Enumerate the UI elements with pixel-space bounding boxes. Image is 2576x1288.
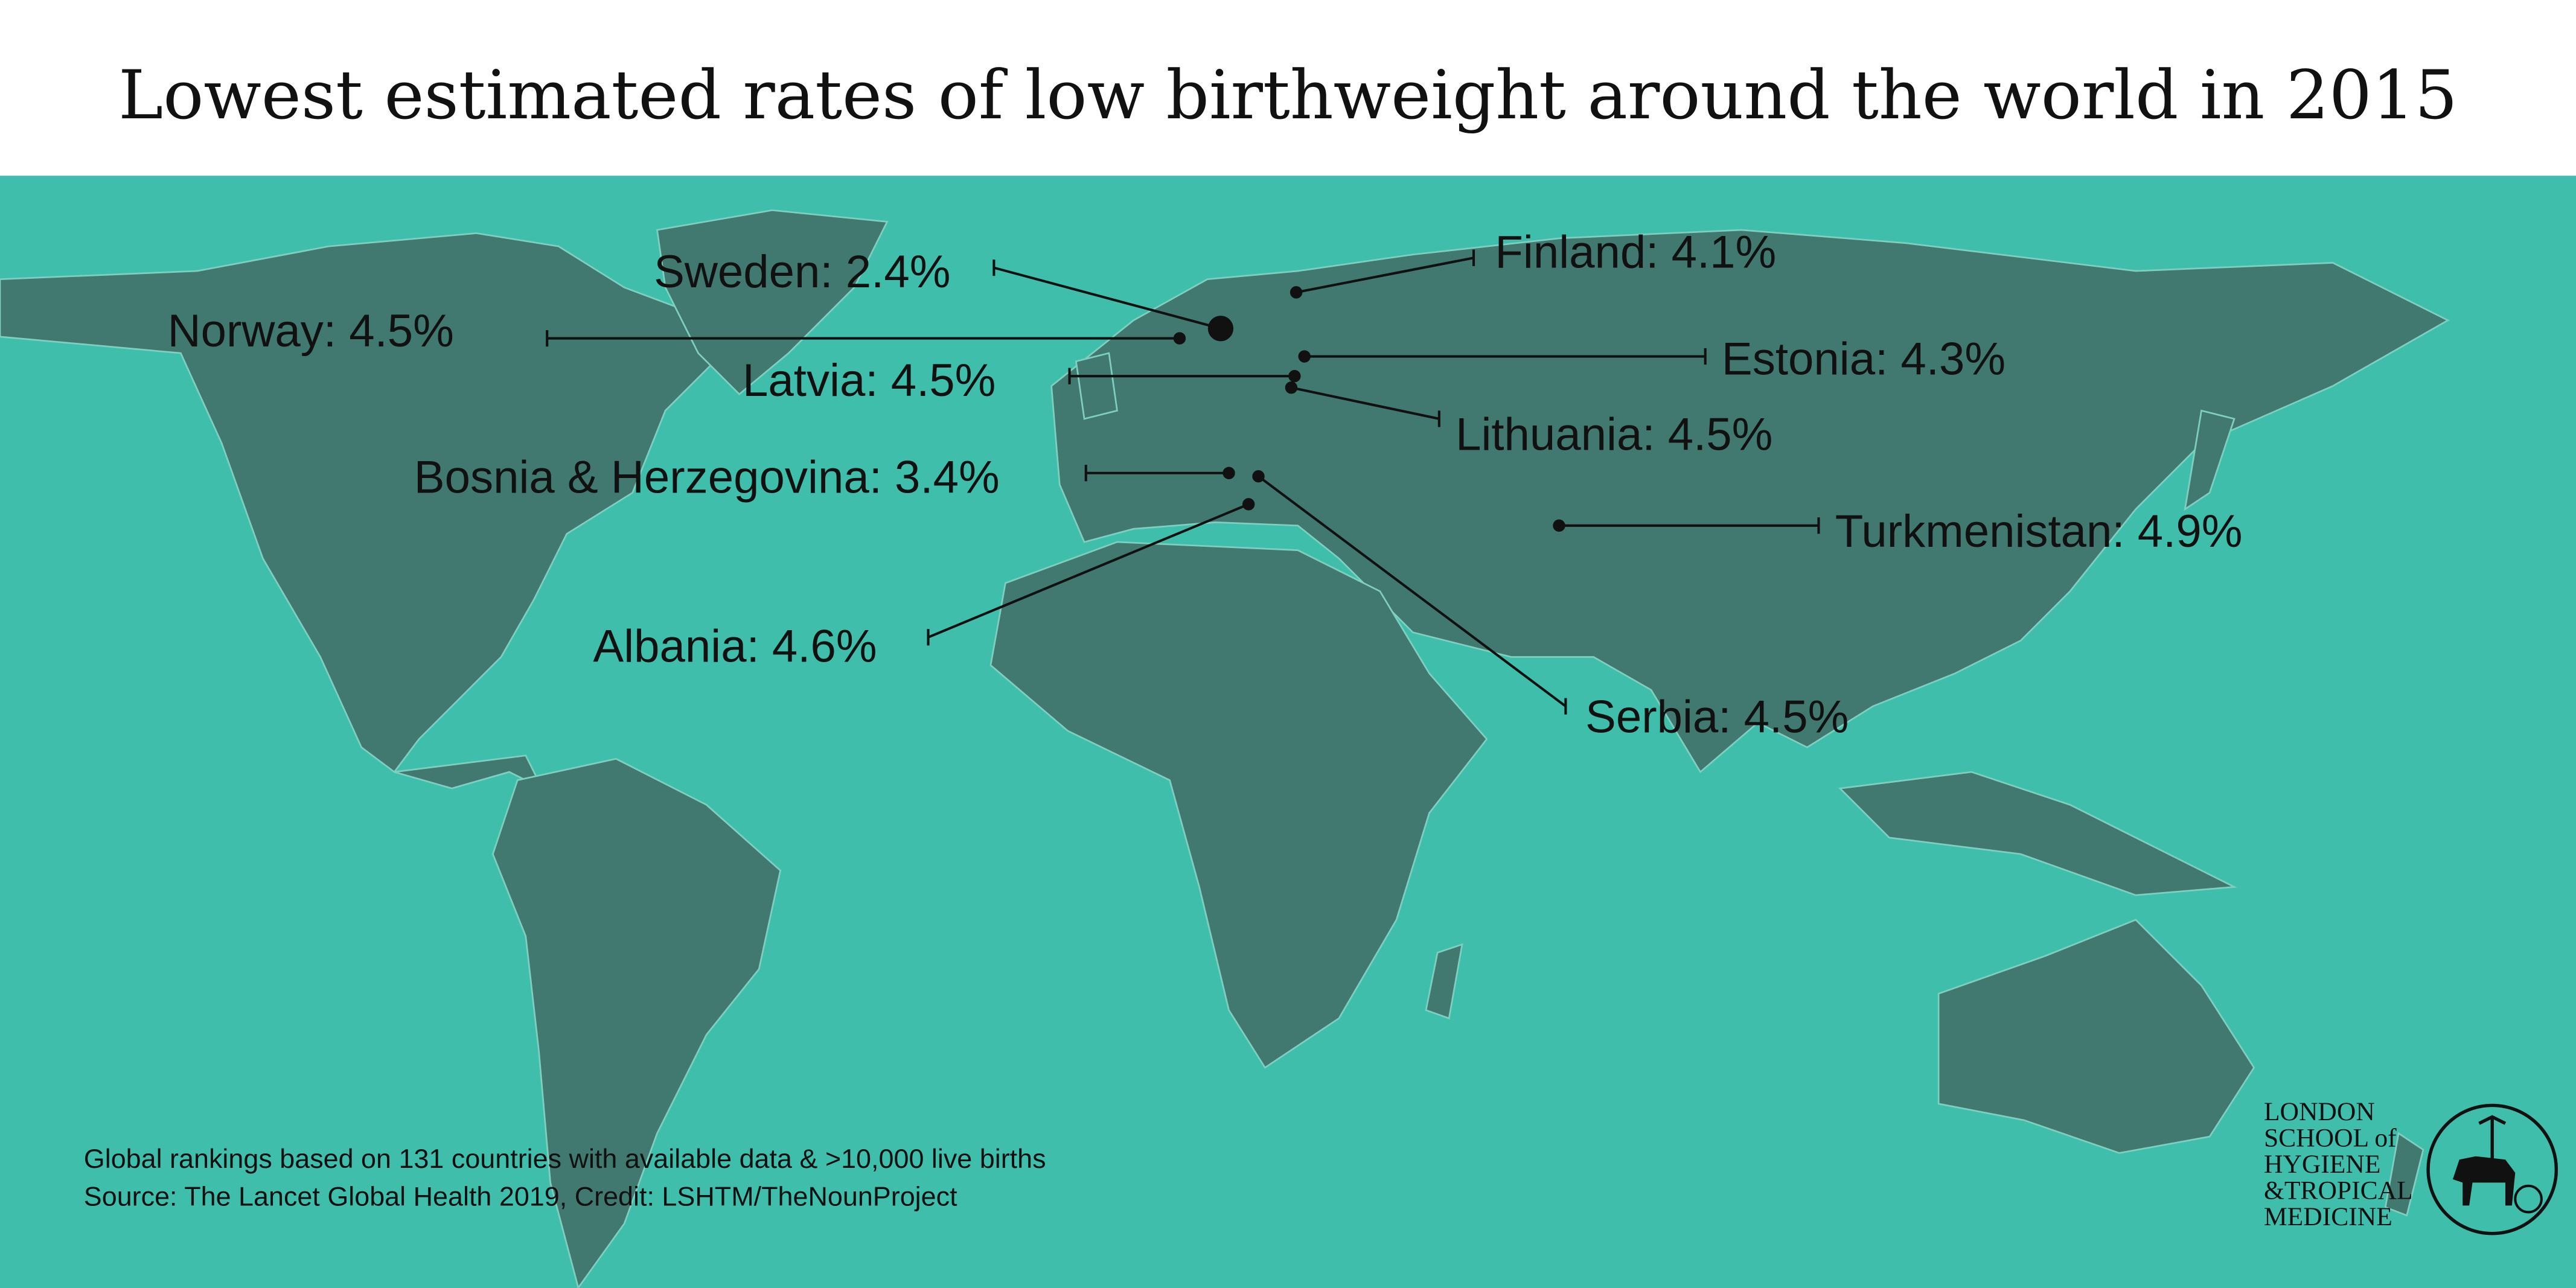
page-title: Lowest estimated rates of low birthweigh…: [118, 56, 2458, 135]
marker-serbia: [1252, 470, 1265, 483]
new-zealand: [2384, 1132, 2424, 1217]
madagascar: [1425, 943, 1463, 1020]
japan: [2184, 409, 2236, 511]
label-estonia: Estonia: 4.3%: [1721, 333, 2006, 384]
leader-lines: [546, 249, 1820, 715]
label-norway: Norway: 4.5%: [167, 305, 454, 357]
marker-lithuania: [1285, 381, 1298, 394]
leader-lithuania: [1291, 386, 1440, 420]
north-america: [0, 232, 724, 773]
marker-finland: [1290, 286, 1303, 299]
eurasia: [1050, 229, 2450, 774]
leader-finland: [1296, 257, 1474, 294]
southeast-asia-islands: [1838, 771, 2237, 896]
africa: [989, 541, 1488, 1069]
greenland: [656, 209, 889, 395]
label-lithuania: Lithuania: 4.5%: [1456, 409, 1773, 460]
australia: [1937, 919, 2255, 1154]
marker-estonia: [1298, 350, 1311, 363]
title-bar: Lowest estimated rates of low birthweigh…: [0, 0, 2576, 176]
marker-bosnia: [1222, 467, 1235, 479]
leader-sweden: [993, 266, 1221, 330]
label-turkmenistan: Turkmenistan: 4.9%: [1835, 506, 2243, 557]
leader-albania: [927, 503, 1249, 639]
lshtm-logo: LONDON SCHOOL of HYGIENE &TROPICAL MEDIC…: [2264, 1100, 2560, 1248]
marker-norway: [1173, 332, 1186, 345]
source-credit: Source: The Lancet Global Health 2019, C…: [83, 1182, 957, 1213]
marker-latvia: [1288, 369, 1301, 383]
marker-sweden: [1207, 316, 1234, 342]
label-latvia: Latvia: 4.5%: [743, 354, 996, 406]
label-sweden: Sweden: 2.4%: [654, 246, 951, 298]
logo-wordmark: LONDON SCHOOL of HYGIENE &TROPICAL MEDIC…: [2263, 1098, 2413, 1232]
label-albania: Albania: 4.6%: [593, 620, 877, 672]
leader-serbia: [1258, 475, 1567, 707]
world-map: [0, 209, 2450, 1288]
south-america: [491, 757, 782, 1288]
marker-turkmenistan: [1553, 519, 1565, 532]
label-bosnia: Bosnia & Herzegovina: 3.4%: [414, 451, 1000, 503]
logo-seal-icon: [2426, 1103, 2558, 1235]
uk-ireland: [1075, 352, 1119, 420]
label-serbia: Serbia: 4.5%: [1585, 691, 1849, 743]
footnote: Global rankings based on 131 countries w…: [83, 1144, 1046, 1175]
marker-albania: [1242, 498, 1255, 511]
label-finland: Finland: 4.1%: [1495, 226, 1777, 278]
